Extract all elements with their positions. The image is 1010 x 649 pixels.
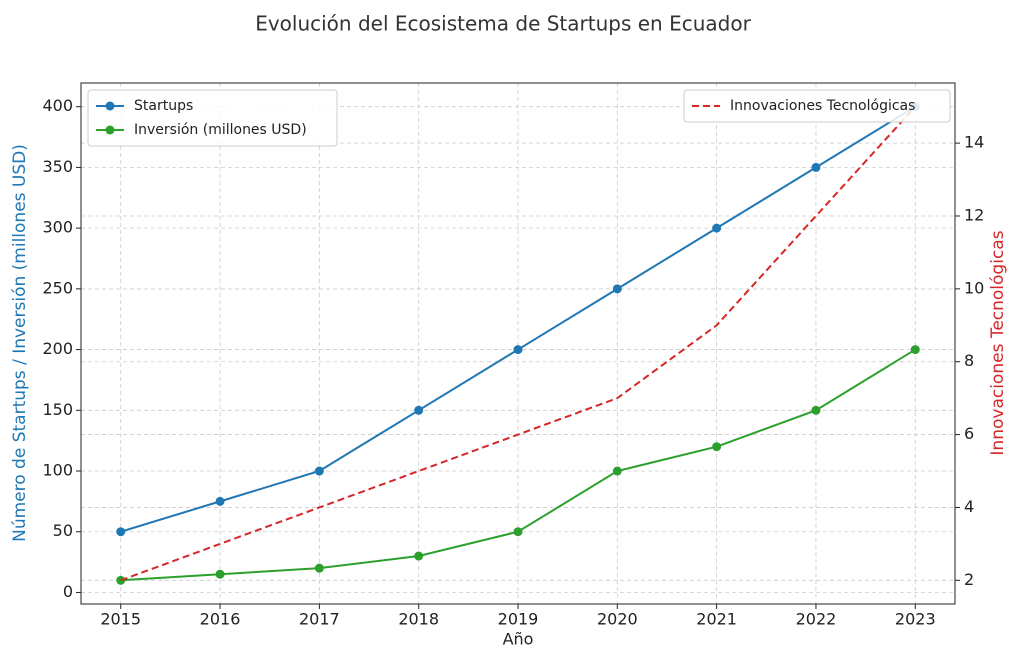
y-tick-label: 150 (42, 400, 73, 419)
point (215, 496, 225, 506)
y-tick-label: 300 (42, 218, 73, 237)
x-tick-label: 2020 (597, 610, 638, 629)
y-tick-label: 100 (42, 461, 73, 480)
x-tick-label: 2018 (398, 610, 439, 629)
plot-frame (80, 82, 956, 605)
point (910, 345, 920, 355)
point (116, 527, 126, 537)
point (513, 345, 523, 355)
point (612, 466, 622, 476)
point (314, 466, 324, 476)
y-tick-label: 200 (42, 339, 73, 358)
point (712, 223, 722, 233)
x-tick-label: 2015 (100, 610, 141, 629)
chart-title: Evolución del Ecosistema de Startups en … (255, 12, 751, 36)
x-tick-label: 2017 (299, 610, 340, 629)
y-tick-label: 400 (42, 96, 73, 115)
legend-marker (105, 101, 115, 111)
legend-label: Startups (134, 98, 193, 114)
point (414, 551, 424, 561)
point (414, 405, 424, 415)
point (811, 162, 821, 172)
point (811, 405, 821, 415)
y2-tick-label: 10 (964, 278, 984, 297)
legend-box (683, 89, 951, 123)
y-tick-label: 250 (42, 278, 73, 297)
x-tick-label: 2021 (696, 610, 737, 629)
y2-tick-label: 4 (964, 497, 974, 516)
series-line (120, 106, 917, 582)
y2-tick-label: 12 (964, 205, 984, 224)
x-tick-label: 2019 (498, 610, 539, 629)
point (513, 527, 523, 537)
point (612, 284, 622, 294)
point (712, 442, 722, 452)
y2-tick-label: 6 (964, 424, 974, 443)
legend-marker (105, 125, 115, 135)
x-tick-label: 2022 (796, 610, 837, 629)
y-tick-label: 350 (42, 157, 73, 176)
legend-label: Inversión (millones USD) (134, 122, 307, 138)
y-axis-label: Número de Startups / Inversión (millones… (10, 144, 30, 542)
y-tick-label: 50 (53, 521, 73, 540)
y-tick-label: 0 (63, 582, 73, 601)
y2-axis-label: Innovaciones Tecnológicas (988, 230, 1008, 455)
x-tick-label: 2023 (895, 610, 936, 629)
x-axis-label: Año (503, 630, 534, 649)
y2-tick-label: 8 (964, 351, 974, 370)
y2-tick-label: 2 (964, 570, 974, 589)
x-tick-label: 2016 (200, 610, 241, 629)
point (215, 569, 225, 579)
y2-tick-label: 14 (964, 133, 984, 152)
point (314, 563, 324, 573)
legend-box (87, 89, 338, 147)
legend-label: Innovaciones Tecnológicas (730, 98, 915, 114)
